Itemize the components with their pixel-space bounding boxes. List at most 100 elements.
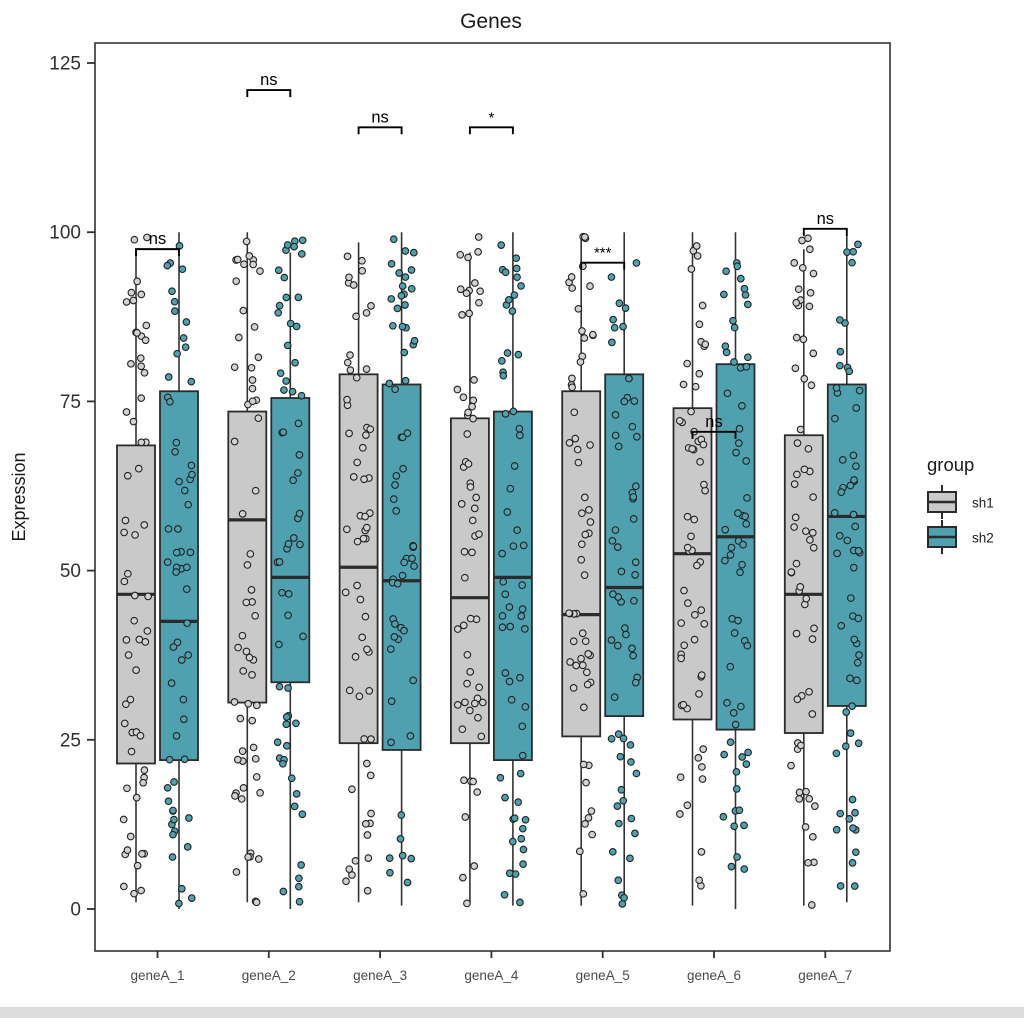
jitter-point (503, 349, 512, 357)
jitter-point (249, 260, 258, 269)
jitter-point (580, 334, 589, 342)
jitter-point (409, 676, 418, 685)
jitter-point (122, 636, 131, 644)
jitter-point (740, 865, 749, 873)
jitter-point (141, 638, 150, 646)
jitter-point (284, 684, 292, 692)
jitter-point (736, 568, 744, 577)
jitter-point (248, 376, 257, 384)
jitter-point (356, 595, 365, 604)
jitter-point (518, 824, 527, 833)
jitter-point (385, 854, 394, 862)
jitter-point (521, 702, 530, 711)
box-sh2-geneA_5 (604, 373, 645, 718)
jitter-point (130, 616, 139, 625)
jitter-point (182, 318, 191, 326)
box-sh1-geneA_6 (672, 407, 713, 721)
jitter-point (403, 878, 412, 887)
jitter-point (349, 473, 358, 481)
jitter-point (123, 471, 132, 480)
jitter-point (609, 315, 618, 324)
jitter-point (584, 813, 593, 822)
jitter-point (735, 424, 744, 433)
jitter-point (254, 855, 263, 863)
jitter-point (509, 407, 518, 416)
significance-label: * (488, 109, 494, 126)
jitter-point (836, 809, 845, 818)
jitter-point (496, 773, 505, 782)
jitter-point (697, 848, 706, 856)
y-tick-label-75: 75 (60, 392, 81, 413)
box-sh2-geneA_6 (715, 363, 756, 731)
jitter-point (498, 623, 507, 632)
jitter-point (607, 636, 616, 644)
jitter-point (740, 821, 748, 830)
jitter-point (734, 616, 742, 625)
jitter-point (846, 594, 855, 602)
jitter-point (569, 637, 578, 646)
jitter-point (701, 340, 710, 349)
jitter-point (475, 530, 483, 539)
significance-bracket-geneA_4: * (468, 109, 514, 135)
jitter-point (478, 698, 487, 707)
jitter-point (343, 395, 351, 404)
jitter-point (256, 788, 264, 797)
jitter-point (298, 236, 307, 245)
box-sh2-geneA_2 (270, 397, 311, 684)
jitter-point (358, 266, 367, 275)
jitter-point (790, 259, 799, 267)
jitter-point (164, 797, 173, 806)
jitter-point (391, 385, 399, 394)
jitter-point (459, 873, 467, 882)
jitter-point (846, 729, 855, 738)
jitter-point (518, 722, 527, 731)
jitter-point (137, 362, 146, 371)
jitter-point (242, 237, 251, 246)
jitter-point (726, 551, 735, 559)
jitter-points-sh1-geneA_6 (675, 242, 710, 890)
x-tick-label-geneA_6: geneA_6 (687, 968, 741, 983)
jitter-point (464, 253, 472, 262)
jitter-point (465, 309, 474, 318)
jitter-point (185, 814, 193, 822)
jitter-points-sh1-geneA_3 (341, 252, 375, 895)
bracket-line (802, 227, 848, 236)
jitter-point (738, 560, 746, 569)
jitter-point (683, 543, 692, 552)
jitter-point (631, 570, 639, 579)
jitter-point (619, 322, 627, 331)
jitter-point (739, 540, 747, 549)
box-sh2-geneA_3 (381, 383, 422, 751)
chart-title: Genes (460, 10, 522, 33)
jitter-point (170, 297, 179, 306)
jitter-point (387, 295, 396, 303)
jitter-point (835, 531, 844, 540)
jitter-point (245, 653, 254, 662)
boxplot-sh2-geneA_1 (159, 232, 199, 909)
jitter-points-sh1-geneA_4 (453, 233, 487, 908)
jitter-point (742, 760, 751, 768)
jitter-point (397, 291, 406, 300)
jitter-point (401, 247, 410, 255)
jitter-point (809, 349, 818, 358)
jitter-point (512, 264, 521, 273)
jitter-point (363, 759, 371, 768)
jitter-point (163, 261, 172, 270)
jitter-point (797, 741, 805, 750)
jitter-point (632, 259, 641, 267)
jitter-point (188, 470, 196, 479)
jitter-point (697, 606, 706, 614)
jitter-point (696, 457, 704, 466)
jitter-point (366, 771, 375, 780)
jitter-point (477, 732, 486, 741)
jitter-point (295, 897, 304, 906)
jitter-point (692, 242, 701, 250)
jitter-point (466, 614, 475, 623)
jitter-point (837, 488, 846, 496)
jitter-point (251, 611, 259, 620)
jitter-point (730, 323, 739, 332)
jitter-point (254, 414, 263, 423)
jitter-point (608, 536, 617, 545)
jitter-point (358, 443, 367, 452)
jitter-point (510, 814, 519, 823)
